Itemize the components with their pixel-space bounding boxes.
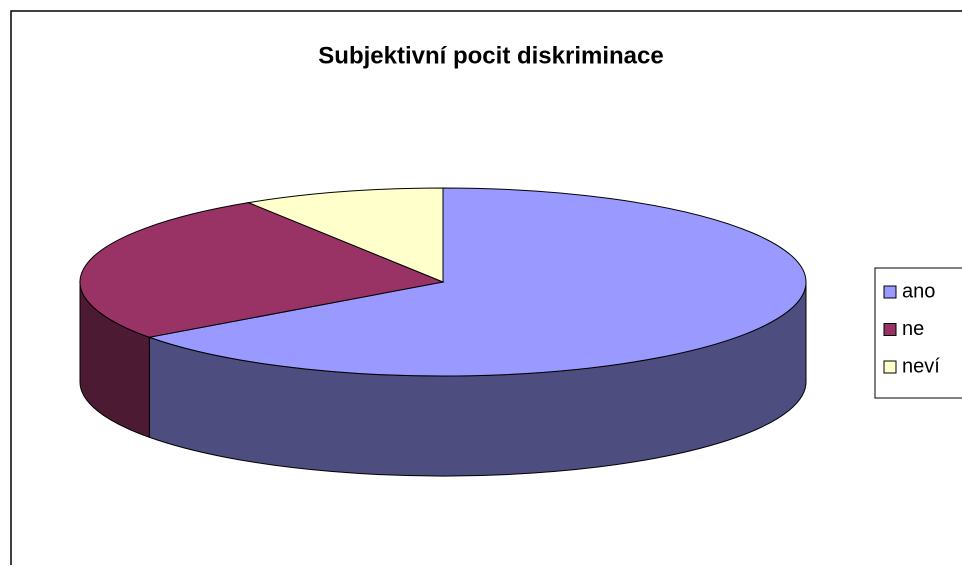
legend-swatch [883, 285, 897, 299]
legend-swatch [883, 360, 897, 374]
slice [79, 202, 445, 338]
legend-label: neví [902, 355, 940, 377]
legend-label: ano [902, 280, 935, 302]
legend-label: ne [902, 318, 924, 340]
slice [246, 187, 444, 283]
legend-swatch [883, 323, 897, 336]
pie [79, 187, 807, 477]
legend: ano ne neví [883, 280, 940, 377]
chart-title: Subjektivní pocit diskriminace [318, 42, 663, 69]
slice [147, 187, 807, 377]
